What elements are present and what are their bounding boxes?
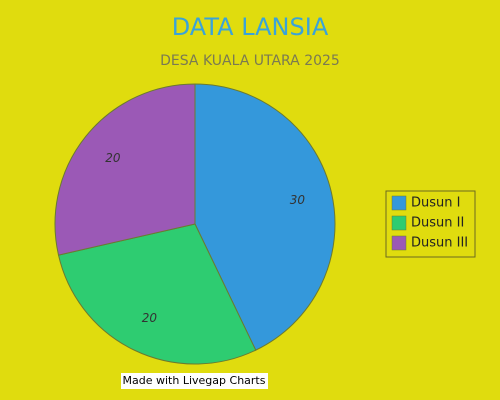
chart-subtitle: DESA KUALA UTARA 2025 xyxy=(160,53,340,69)
data-label: 20 xyxy=(142,311,158,325)
watermark: Made with Livegap Charts xyxy=(123,374,266,387)
chart-title: DATA LANSIA xyxy=(172,13,329,41)
pie-slice xyxy=(194,83,336,351)
legend-label: Dusun II xyxy=(411,216,464,231)
pie-slice xyxy=(57,223,257,365)
legend-label: Dusun I xyxy=(411,196,460,211)
watermark-box xyxy=(121,373,268,389)
legend-swatch xyxy=(391,215,407,231)
legend-label: Dusun III xyxy=(411,236,468,251)
pie-slice xyxy=(54,83,196,256)
legend-swatch xyxy=(391,195,407,211)
data-label: 20 xyxy=(105,151,121,165)
data-label: 30 xyxy=(290,193,306,207)
legend-box xyxy=(385,190,476,258)
legend-swatch xyxy=(391,235,407,251)
